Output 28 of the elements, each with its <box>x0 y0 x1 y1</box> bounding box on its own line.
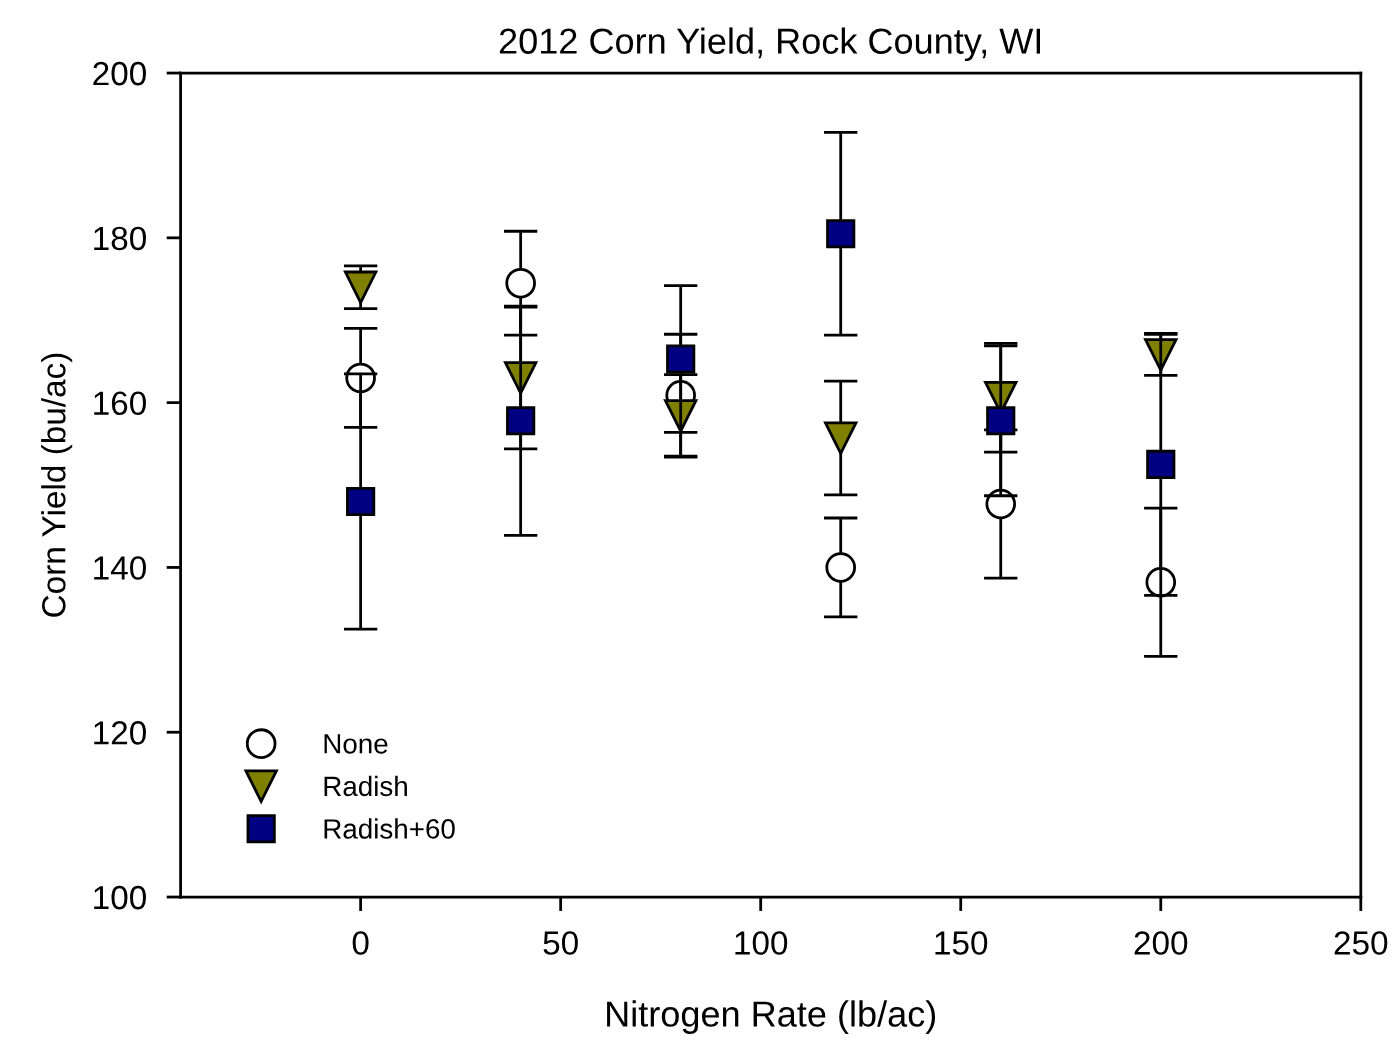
point <box>826 219 856 249</box>
point <box>1146 449 1176 480</box>
y-tick-label: 100 <box>94 885 146 910</box>
point <box>666 344 696 374</box>
point <box>505 267 536 299</box>
legend-label: None <box>324 734 388 754</box>
x-axis-title: Nitrogen Rate (lb/ac) <box>607 1000 936 1034</box>
point <box>986 406 1016 436</box>
x-tick-label: 100 <box>735 931 788 955</box>
x-tick-label: 0 <box>352 931 369 955</box>
x-tick-label: 250 <box>1334 931 1388 955</box>
y-tick-label: 180 <box>94 226 146 251</box>
y-tick-label: 140 <box>94 556 146 580</box>
x-tick-label: 150 <box>935 931 988 955</box>
x-tick-label: 50 <box>543 931 578 955</box>
x-tick-label: 200 <box>1134 931 1188 955</box>
legend-label: Radish+60 <box>324 818 455 839</box>
point <box>346 486 376 517</box>
y-tick-label: 160 <box>94 391 146 416</box>
y-axis-title: Corn Yield (bu/ac) <box>41 353 73 617</box>
point <box>506 406 536 436</box>
legend-label: Radish <box>324 775 407 797</box>
y-tick-label: 200 <box>93 61 146 86</box>
chart-title: 2012 Corn Yield, Rock County, WI <box>499 27 1041 62</box>
point <box>824 421 858 455</box>
y-tick-label: 120 <box>94 721 146 745</box>
point <box>343 270 378 304</box>
point <box>825 552 856 583</box>
